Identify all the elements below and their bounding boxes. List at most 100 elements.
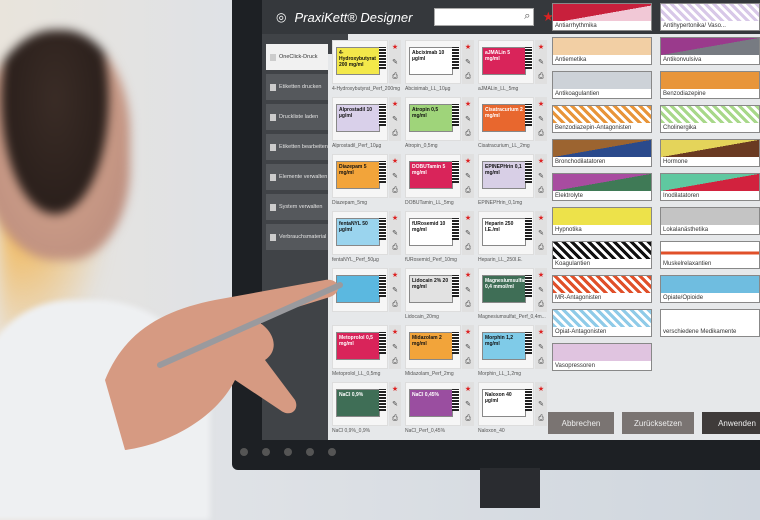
edit-pencil-icon[interactable]: ✎ [538, 58, 544, 66]
label-card[interactable]: Naloxon 40 µg/ml ★ ✎ ⎙ Naloxon_40 [478, 382, 550, 439]
favorite-star-icon[interactable]: ★ [464, 329, 472, 337]
label-card[interactable]: Magnesiumsulfat 0,4 mmol/ml ★ ✎ ⎙ Magnesiu… [478, 268, 550, 325]
category-item[interactable]: Antihypertonika/ Vaso... [660, 3, 760, 31]
search-icon[interactable]: ⌕ [524, 10, 531, 22]
label-preview[interactable]: NaCl 0,9% [332, 382, 388, 426]
label-card[interactable]: Lidocain 2% 20 mg/ml ★ ✎ ⎙ Lidocain_20mg [405, 268, 477, 325]
favorite-star-icon[interactable]: ★ [391, 329, 399, 337]
label-card[interactable]: Diazepam 5 mg/ml ★ ✎ ⎙ Diazepam_5mg [332, 154, 404, 211]
favorite-star-icon[interactable]: ★ [537, 101, 545, 109]
apply-button[interactable]: Anwenden [702, 412, 760, 434]
edit-pencil-icon[interactable]: ✎ [392, 229, 398, 237]
print-icon[interactable]: ⎙ [465, 414, 471, 422]
favorite-star-icon[interactable]: ★ [391, 101, 399, 109]
category-item[interactable]: Antiarrhythmika [552, 3, 652, 31]
print-icon[interactable]: ⎙ [392, 72, 398, 80]
category-item[interactable]: MR-Antagonisten [552, 275, 652, 303]
edit-pencil-icon[interactable]: ✎ [465, 343, 471, 351]
edit-pencil-icon[interactable]: ✎ [538, 229, 544, 237]
favorite-star-icon[interactable]: ★ [537, 215, 545, 223]
category-item[interactable]: Vasopressoren [552, 343, 652, 371]
print-icon[interactable]: ⎙ [538, 72, 544, 80]
label-preview[interactable]: Midazolam 2 mg/ml [405, 325, 461, 369]
label-card[interactable]: fURosemid 10 mg/ml ★ ✎ ⎙ fURosemid_Perf_10… [405, 211, 477, 268]
category-item[interactable]: Benzodiazepine [660, 71, 760, 99]
label-card[interactable]: aJMALin 5 mg/ml ★ ✎ ⎙ aJMALin_LL_5mg [478, 40, 550, 97]
label-preview[interactable]: Cisatracurium 2 mg/ml [478, 97, 534, 141]
monitor-button[interactable] [284, 448, 292, 456]
edit-pencil-icon[interactable]: ✎ [392, 286, 398, 294]
label-card[interactable]: Abciximab 10 µg/ml ★ ✎ ⎙ Abciximab_LL_10µg [405, 40, 477, 97]
label-preview[interactable]: Heparin 250 I.E./ml [478, 211, 534, 255]
label-card[interactable]: Atropin 0,5 mg/ml ★ ✎ ⎙ Atropin_0,5mg [405, 97, 477, 154]
print-icon[interactable]: ⎙ [538, 243, 544, 251]
print-icon[interactable]: ⎙ [465, 243, 471, 251]
label-card[interactable]: Alprostadil 10 µg/ml ★ ✎ ⎙ Alprostadil_Per… [332, 97, 404, 154]
print-icon[interactable]: ⎙ [538, 357, 544, 365]
label-card[interactable]: EPINEPHrin 0,1 mg/ml ★ ✎ ⎙ EPINEPHrin_0,1m… [478, 154, 550, 211]
label-preview[interactable]: 4-Hydroxybutyrat 200 mg/ml [332, 40, 388, 84]
category-item[interactable]: Antikoagulantien [552, 71, 652, 99]
label-card[interactable]: fentaNYL 50 µg/ml ★ ✎ ⎙ fentaNYL_Perf_50µg [332, 211, 404, 268]
label-card[interactable]: DOBUTamin 5 mg/ml ★ ✎ ⎙ DOBUTamin_LL_5mg [405, 154, 477, 211]
label-card[interactable]: Morphin 1,2 mg/ml ★ ✎ ⎙ Morphin_LL_1,2mg [478, 325, 550, 382]
edit-pencil-icon[interactable]: ✎ [392, 115, 398, 123]
label-preview[interactable]: fentaNYL 50 µg/ml [332, 211, 388, 255]
favorite-star-icon[interactable]: ★ [391, 158, 399, 166]
category-item[interactable]: Benzodiazepin-Antagonisten [552, 105, 652, 133]
label-card[interactable]: 4-Hydroxybutyrat 200 mg/ml ★ ✎ ⎙ 4-Hydroxy… [332, 40, 404, 97]
monitor-button[interactable] [240, 448, 248, 456]
cancel-button[interactable]: Abbrechen [548, 412, 614, 434]
print-icon[interactable]: ⎙ [538, 186, 544, 194]
category-item[interactable]: Lokalanästhetika [660, 207, 760, 235]
print-icon[interactable]: ⎙ [465, 300, 471, 308]
monitor-button[interactable] [262, 448, 270, 456]
sidebar-item[interactable]: System verwalten [266, 194, 328, 220]
favorite-star-icon[interactable]: ★ [464, 158, 472, 166]
category-item[interactable]: Cholinergika [660, 105, 760, 133]
label-preview[interactable]: DOBUTamin 5 mg/ml [405, 154, 461, 198]
print-icon[interactable]: ⎙ [392, 357, 398, 365]
favorite-star-icon[interactable]: ★ [464, 215, 472, 223]
favorite-star-icon[interactable]: ★ [537, 386, 545, 394]
category-item[interactable]: Koagulantien [552, 241, 652, 269]
print-icon[interactable]: ⎙ [465, 357, 471, 365]
print-icon[interactable]: ⎙ [465, 186, 471, 194]
edit-pencil-icon[interactable]: ✎ [538, 400, 544, 408]
label-preview[interactable]: Lidocain 2% 20 mg/ml [405, 268, 461, 312]
category-item[interactable]: verschiedene Medikamente [660, 309, 760, 337]
favorite-star-icon[interactable]: ★ [464, 101, 472, 109]
edit-pencil-icon[interactable]: ✎ [465, 400, 471, 408]
edit-pencil-icon[interactable]: ✎ [465, 286, 471, 294]
print-icon[interactable]: ⎙ [538, 129, 544, 137]
favorite-star-icon[interactable]: ★ [391, 44, 399, 52]
edit-pencil-icon[interactable]: ✎ [392, 172, 398, 180]
category-item[interactable]: Antiemetika [552, 37, 652, 65]
favorite-star-icon[interactable]: ★ [537, 329, 545, 337]
reset-button[interactable]: Zurücksetzen [622, 412, 694, 434]
category-item[interactable]: Inodilatatoren [660, 173, 760, 201]
monitor-button[interactable] [306, 448, 314, 456]
sidebar-item[interactable]: Etiketten drucken [266, 74, 328, 100]
label-card[interactable]: ★ ✎ ⎙ [332, 268, 404, 325]
category-item[interactable]: Opiate/Opioide [660, 275, 760, 303]
category-item[interactable]: Hormone [660, 139, 760, 167]
favorite-star-icon[interactable]: ★ [464, 272, 472, 280]
label-card[interactable]: Heparin 250 I.E./ml ★ ✎ ⎙ Heparin_LL_250I.… [478, 211, 550, 268]
label-card[interactable]: Cisatracurium 2 mg/ml ★ ✎ ⎙ Cisatracurium_… [478, 97, 550, 154]
print-icon[interactable]: ⎙ [465, 72, 471, 80]
sidebar-item[interactable]: Druckliste laden [266, 104, 328, 130]
edit-pencil-icon[interactable]: ✎ [465, 58, 471, 66]
sidebar-item[interactable]: Elemente verwalten [266, 164, 328, 190]
edit-pencil-icon[interactable]: ✎ [392, 343, 398, 351]
edit-pencil-icon[interactable]: ✎ [538, 172, 544, 180]
label-card[interactable]: Metoprolol 0,5 mg/ml ★ ✎ ⎙ Metoprolol_LL_0… [332, 325, 404, 382]
label-card[interactable]: NaCl 0,9% ★ ✎ ⎙ NaCl 0,9%_0,9% [332, 382, 404, 439]
monitor-button[interactable] [328, 448, 336, 456]
favorite-star-icon[interactable]: ★ [537, 44, 545, 52]
label-preview[interactable]: Metoprolol 0,5 mg/ml [332, 325, 388, 369]
label-card[interactable]: Midazolam 2 mg/ml ★ ✎ ⎙ Midazolam_Perf_2mg [405, 325, 477, 382]
edit-pencil-icon[interactable]: ✎ [465, 172, 471, 180]
label-preview[interactable]: NaCl 0,45% [405, 382, 461, 426]
label-preview[interactable]: fURosemid 10 mg/ml [405, 211, 461, 255]
